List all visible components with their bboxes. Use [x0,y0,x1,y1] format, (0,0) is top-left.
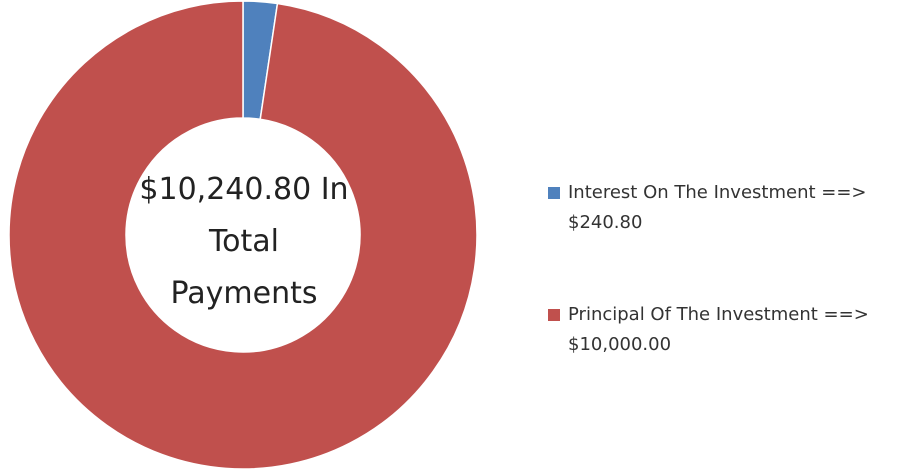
legend-value-interest: $240.80 [568,212,643,233]
chart-legend: Interest On The Investment ==> $240.80 P… [548,178,920,360]
legend-item-interest: Interest On The Investment ==> $240.80 [548,178,920,238]
donut-slice-principal [8,0,478,470]
legend-swatch-interest [548,187,560,199]
legend-value-principal: $10,000.00 [568,334,672,355]
center-label-line-3: Payments [170,276,318,311]
center-label-line-1: $10,240.80 In [139,172,349,207]
donut-center-label: $10,240.80 In Total Payments [124,164,364,320]
donut-slices [8,0,478,470]
legend-label-principal: Principal Of The Investment ==> [568,304,869,325]
legend-swatch-principal [548,309,560,321]
center-label-line-2: Total [208,224,280,259]
legend-item-principal: Principal Of The Investment ==> $10,000.… [548,300,920,360]
legend-label-interest: Interest On The Investment ==> [568,182,867,203]
